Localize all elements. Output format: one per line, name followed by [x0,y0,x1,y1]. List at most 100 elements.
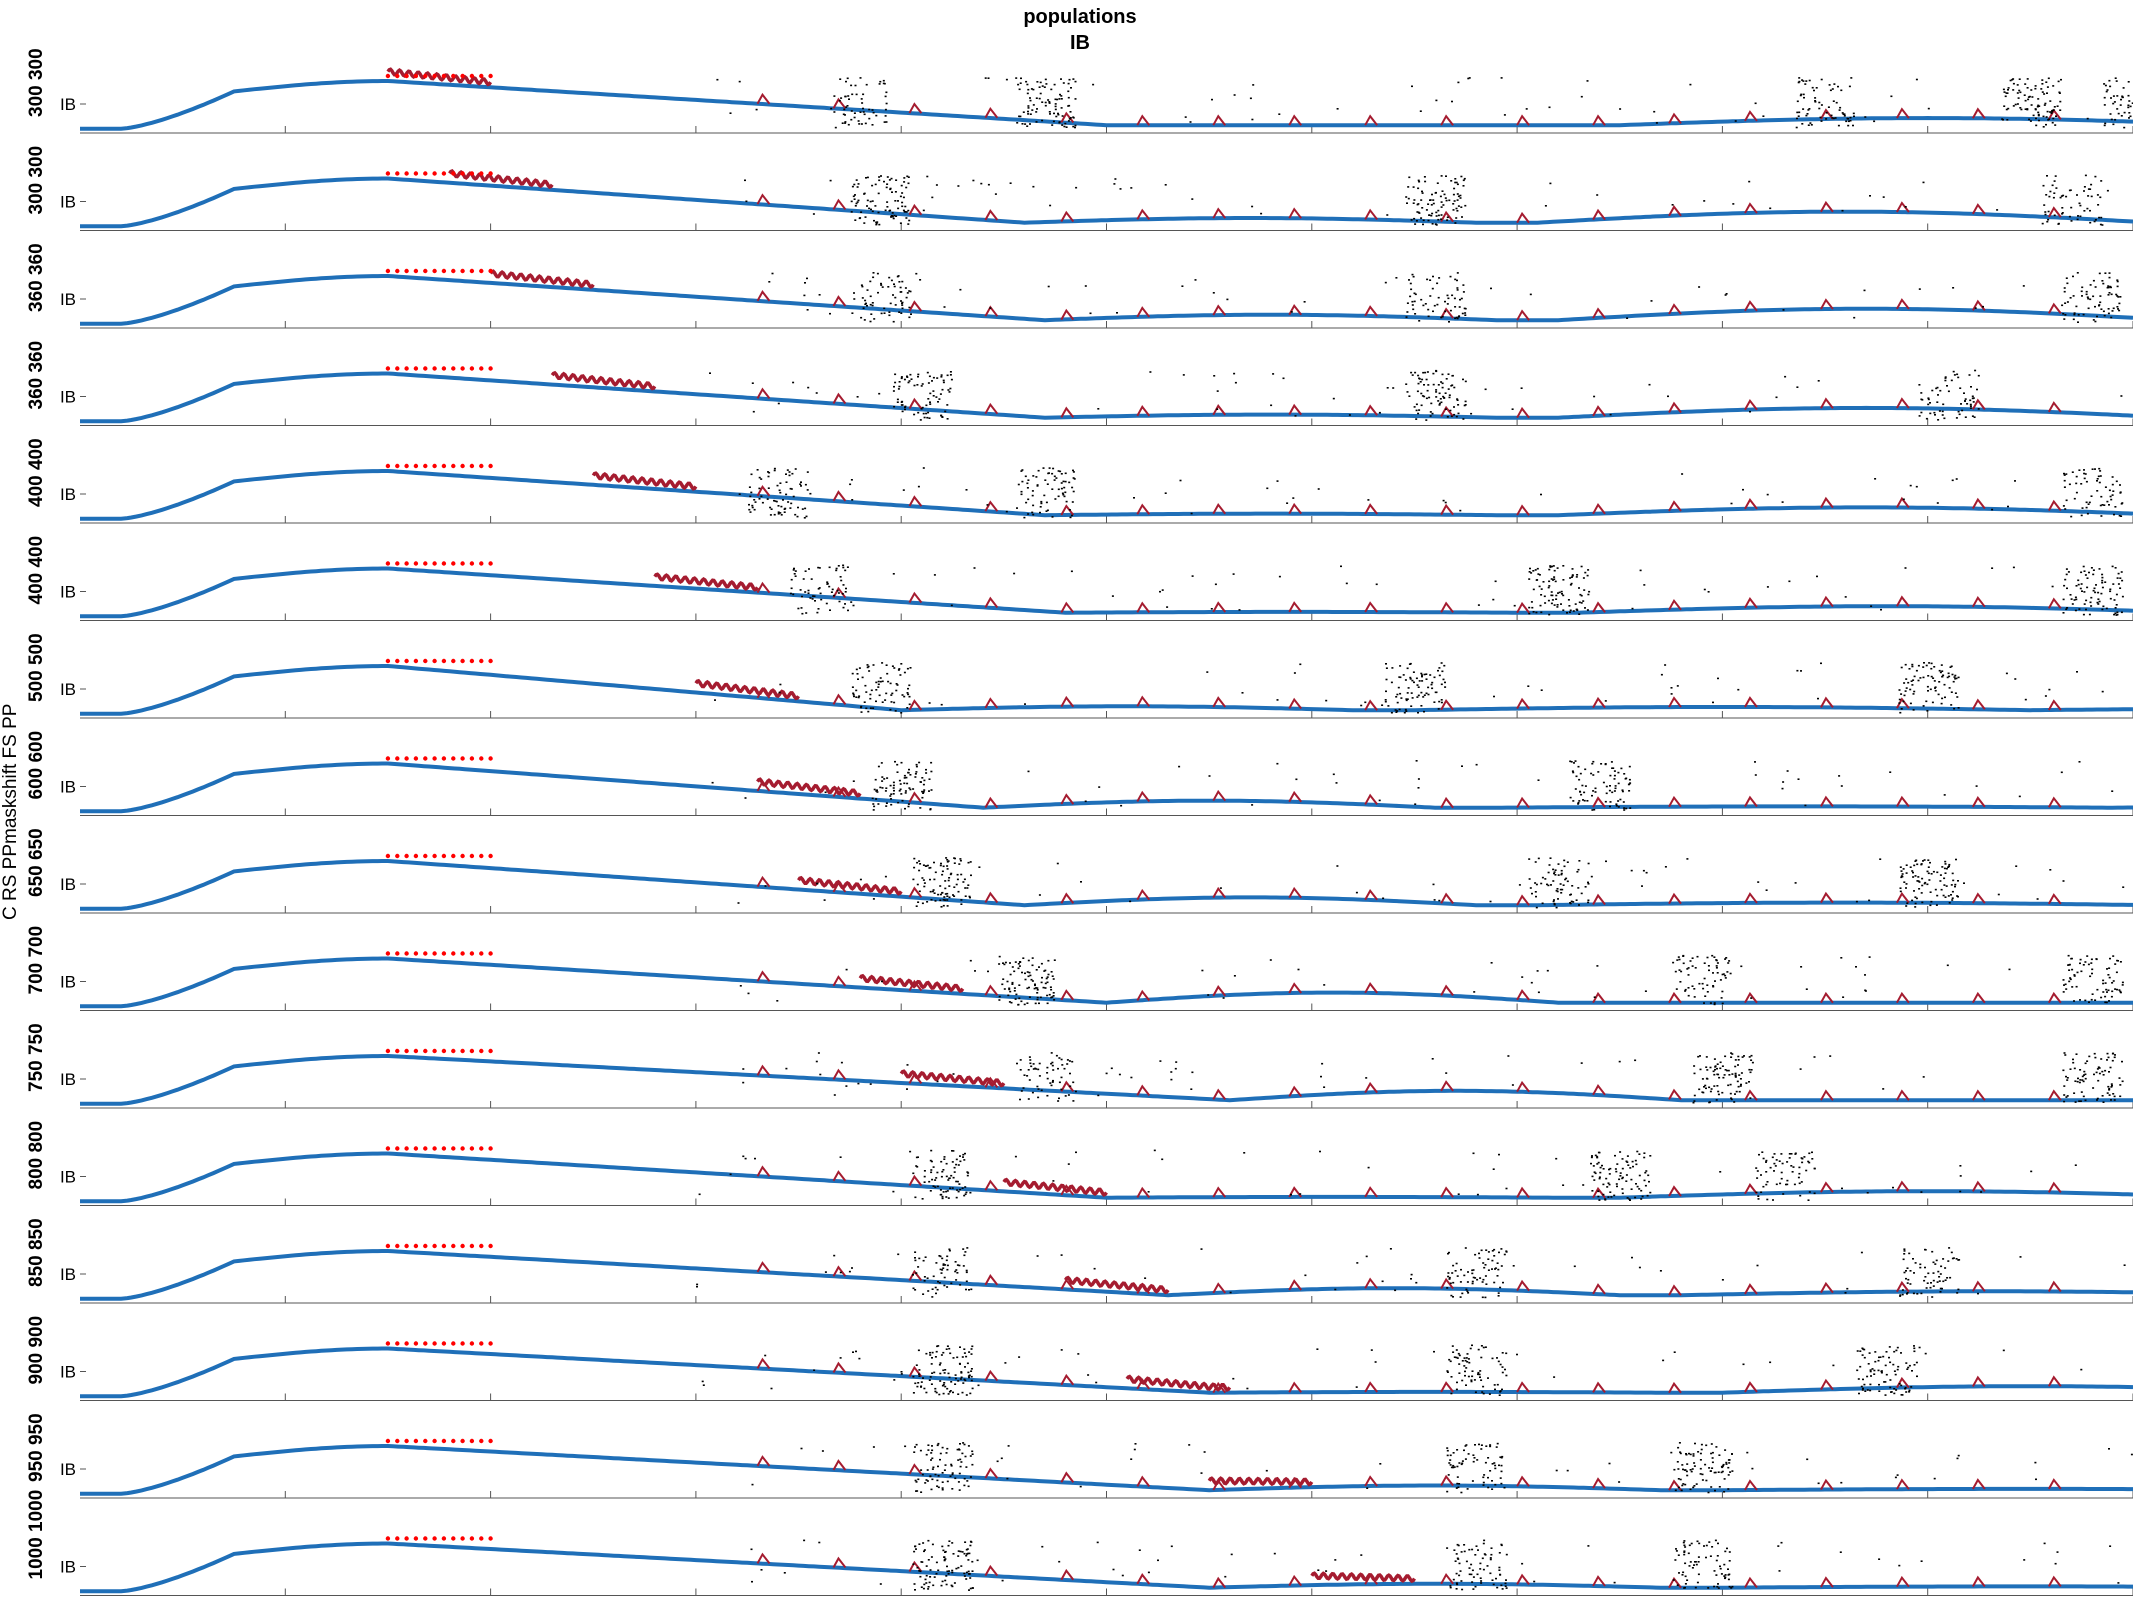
spike-mark [1450,180,1453,182]
spike-mark [1683,1469,1686,1471]
spike-mark [1381,1280,1384,1283]
spike-mark [1496,1357,1498,1359]
trace-bump [2047,302,2062,314]
spike-mark [1212,292,1215,294]
spike-mark [1028,971,1031,974]
spike-mark [2119,104,2122,106]
spike-mark [1819,116,1822,119]
spike-mark [1036,1085,1039,1088]
spike-mark [1443,664,1446,667]
envelope-line [80,274,2133,326]
spike-mark [921,1198,924,1200]
spike-mark [729,112,732,114]
spike-mark [890,793,893,795]
spike-mark [892,793,895,795]
spike-mark [883,307,886,310]
spike-mark [2118,309,2121,312]
spike-mark [1485,1249,1488,1251]
spike-mark [1038,97,1041,100]
spike-mark [1977,408,1980,410]
spike-mark [2108,1087,2111,1090]
spike-mark [942,904,945,907]
spike-mark [1925,664,1928,667]
spike-mark [1894,1373,1897,1376]
spike-mark [1041,119,1044,122]
spike-mark [2034,87,2037,90]
spike-mark [1874,1351,1877,1353]
spike-mark [2046,220,2049,223]
spike-mark [970,1379,973,1382]
spike-mark [949,1187,952,1189]
spike-mark [2103,314,2106,317]
spike-mark [1715,965,1718,967]
trace-bump [832,97,847,110]
spike-mark [945,857,948,859]
spike-mark [1064,1095,1067,1097]
spike-mark [1944,1267,1947,1269]
spike-mark [1017,967,1020,970]
spike-mark [940,1160,943,1163]
trace-bump [1288,1279,1303,1291]
spike-mark [1730,1098,1733,1101]
spike-mark [2103,124,2106,127]
spike-mark [1699,1473,1702,1475]
spike-mark [1943,794,1946,796]
spike-mark [841,593,844,595]
spike-mark [1455,1356,1458,1359]
spike-mark [2081,295,2083,297]
spike-mark [1020,1000,1023,1003]
spike-mark [1848,85,1851,88]
spike-mark [2063,472,2065,475]
spike-mark [1447,388,1450,390]
spike-mark [2110,118,2113,121]
spike-mark [1482,1476,1485,1479]
spike-mark [1618,1060,1621,1063]
spike-mark [868,108,871,111]
spike-mark [1630,869,1633,872]
spike-mark [801,612,804,615]
spike-mark [770,508,773,510]
spike-mark [1075,186,1078,189]
spike-mark [897,207,900,210]
spike-mark [1893,1392,1896,1395]
panel-row-label: IB [60,875,76,894]
spike-mark [2116,306,2119,308]
spike-mark [1481,1281,1484,1283]
spike-mark [875,222,878,225]
trace-bump [756,485,771,497]
spike-mark [785,473,787,475]
spike-mark [758,487,761,490]
spike-mark [1766,493,1769,496]
stimulus-marker [479,268,484,274]
spike-mark [2076,218,2079,221]
spike-mark [750,491,753,494]
spike-mark [934,1179,937,1181]
spike-mark [1914,896,1917,898]
spike-mark [1413,681,1415,684]
spike-mark [1011,981,1014,984]
spike-mark [1051,472,1054,475]
spike-mark [1587,901,1590,904]
spike-mark [2108,1071,2110,1073]
spike-mark [935,1177,938,1179]
spike-mark [945,1452,948,1454]
envelope-line [80,761,2133,814]
spike-mark [900,377,903,380]
spike-mark [908,768,910,771]
spike-mark [1902,1258,1905,1261]
spike-mark [890,279,893,282]
spike-mark [1941,866,1944,868]
spike-mark [2079,1079,2082,1081]
spike-mark [1431,1058,1434,1060]
spike-mark [2117,296,2120,298]
spike-mark [925,865,928,867]
spike-mark [1471,1269,1474,1272]
spike-mark [1899,866,1902,868]
spike-mark [1040,962,1043,965]
stimulus-marker [460,658,465,664]
spike-mark [1031,494,1034,497]
spike-mark [915,1156,918,1159]
spike-mark [877,683,880,686]
stimulus-marker [488,171,493,176]
